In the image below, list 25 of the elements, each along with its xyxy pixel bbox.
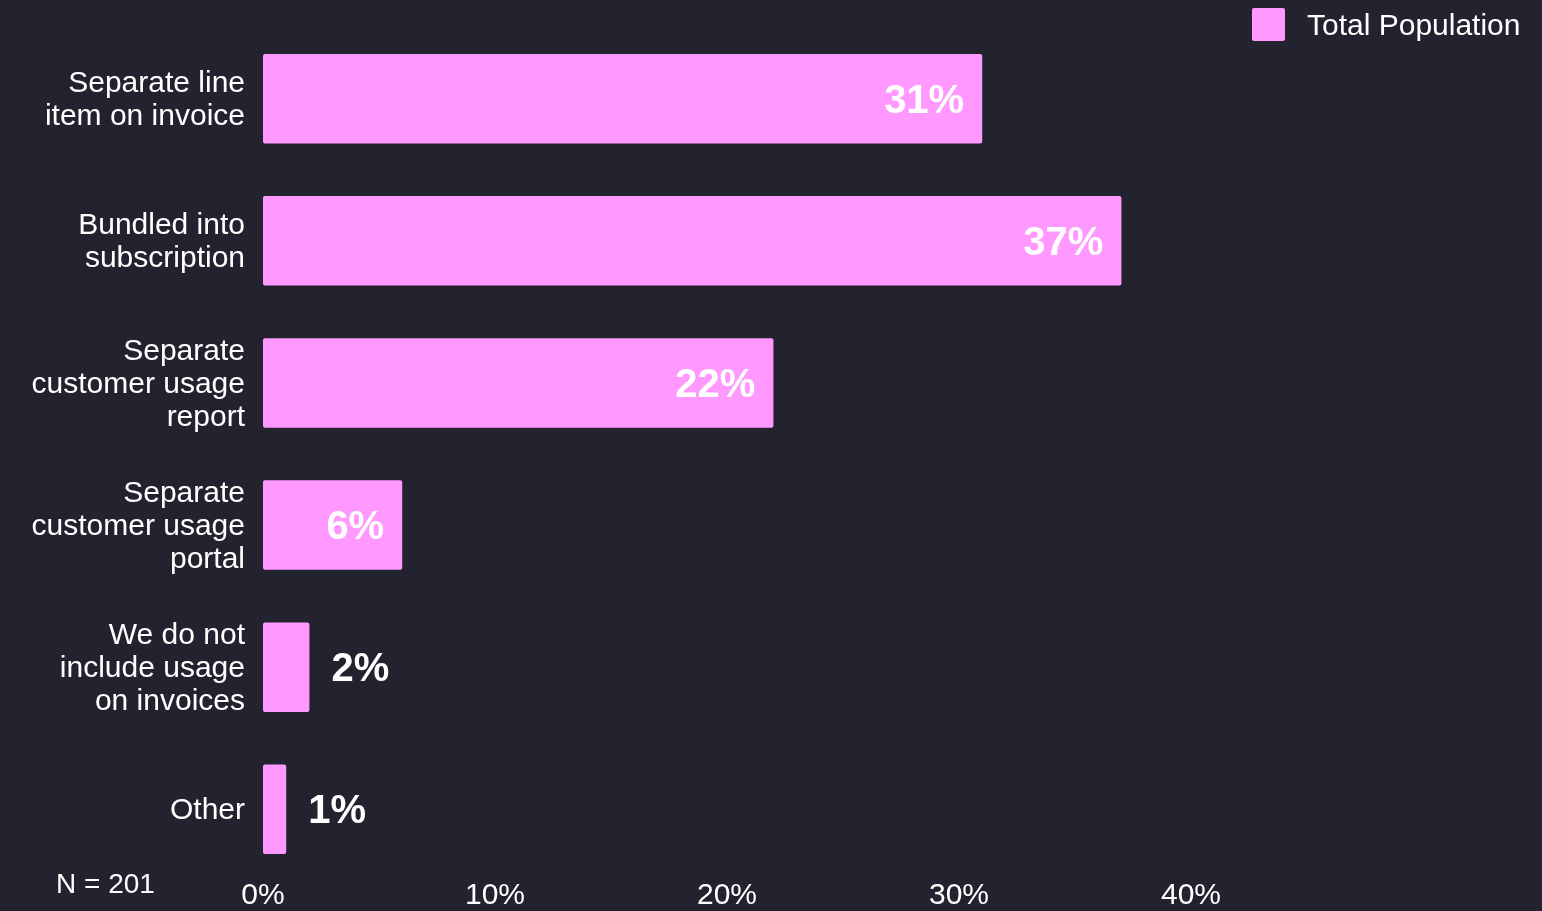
text: N = 201 [56,868,155,899]
bar [263,196,1122,286]
y-tick-label: Separate line item on invoice [44,65,245,132]
y-tick-label: Separate customer usage portal [31,475,245,575]
x-tick-label: 40% [1160,877,1222,910]
text: 37% [1023,218,1104,263]
x-tick-label: 30% [928,877,990,910]
bar [263,764,287,854]
y-tick-label: Separate customer usage report [31,332,246,432]
x-tick-label: 20% [696,877,758,910]
x-tick-label: 0% [241,877,285,910]
bar [263,622,310,712]
x-tick-label: 10% [464,877,526,910]
text: 1% [308,787,367,832]
bar [263,480,403,570]
bar [263,54,983,144]
text: 6% [326,503,385,548]
bar [263,338,774,428]
y-tick-label: Bundled into subscription [78,207,245,274]
text: 2% [331,645,390,690]
text: 22% [675,360,756,405]
text: 31% [884,76,965,121]
legend-label: Total Population [1307,8,1521,41]
y-tick-label: We do not include usage on invoices [59,617,246,717]
y-tick-label: Other [169,792,246,826]
